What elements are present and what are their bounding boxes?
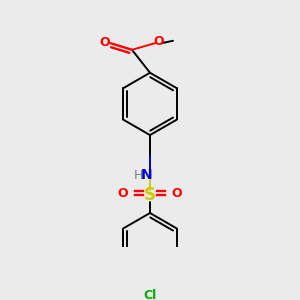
Text: S: S: [144, 186, 156, 204]
Text: O: O: [100, 36, 110, 49]
Text: N: N: [141, 168, 152, 182]
Text: O: O: [172, 187, 182, 200]
Text: Cl: Cl: [143, 289, 157, 300]
Text: O: O: [118, 187, 128, 200]
Text: O: O: [154, 35, 164, 48]
Text: H: H: [134, 169, 143, 182]
